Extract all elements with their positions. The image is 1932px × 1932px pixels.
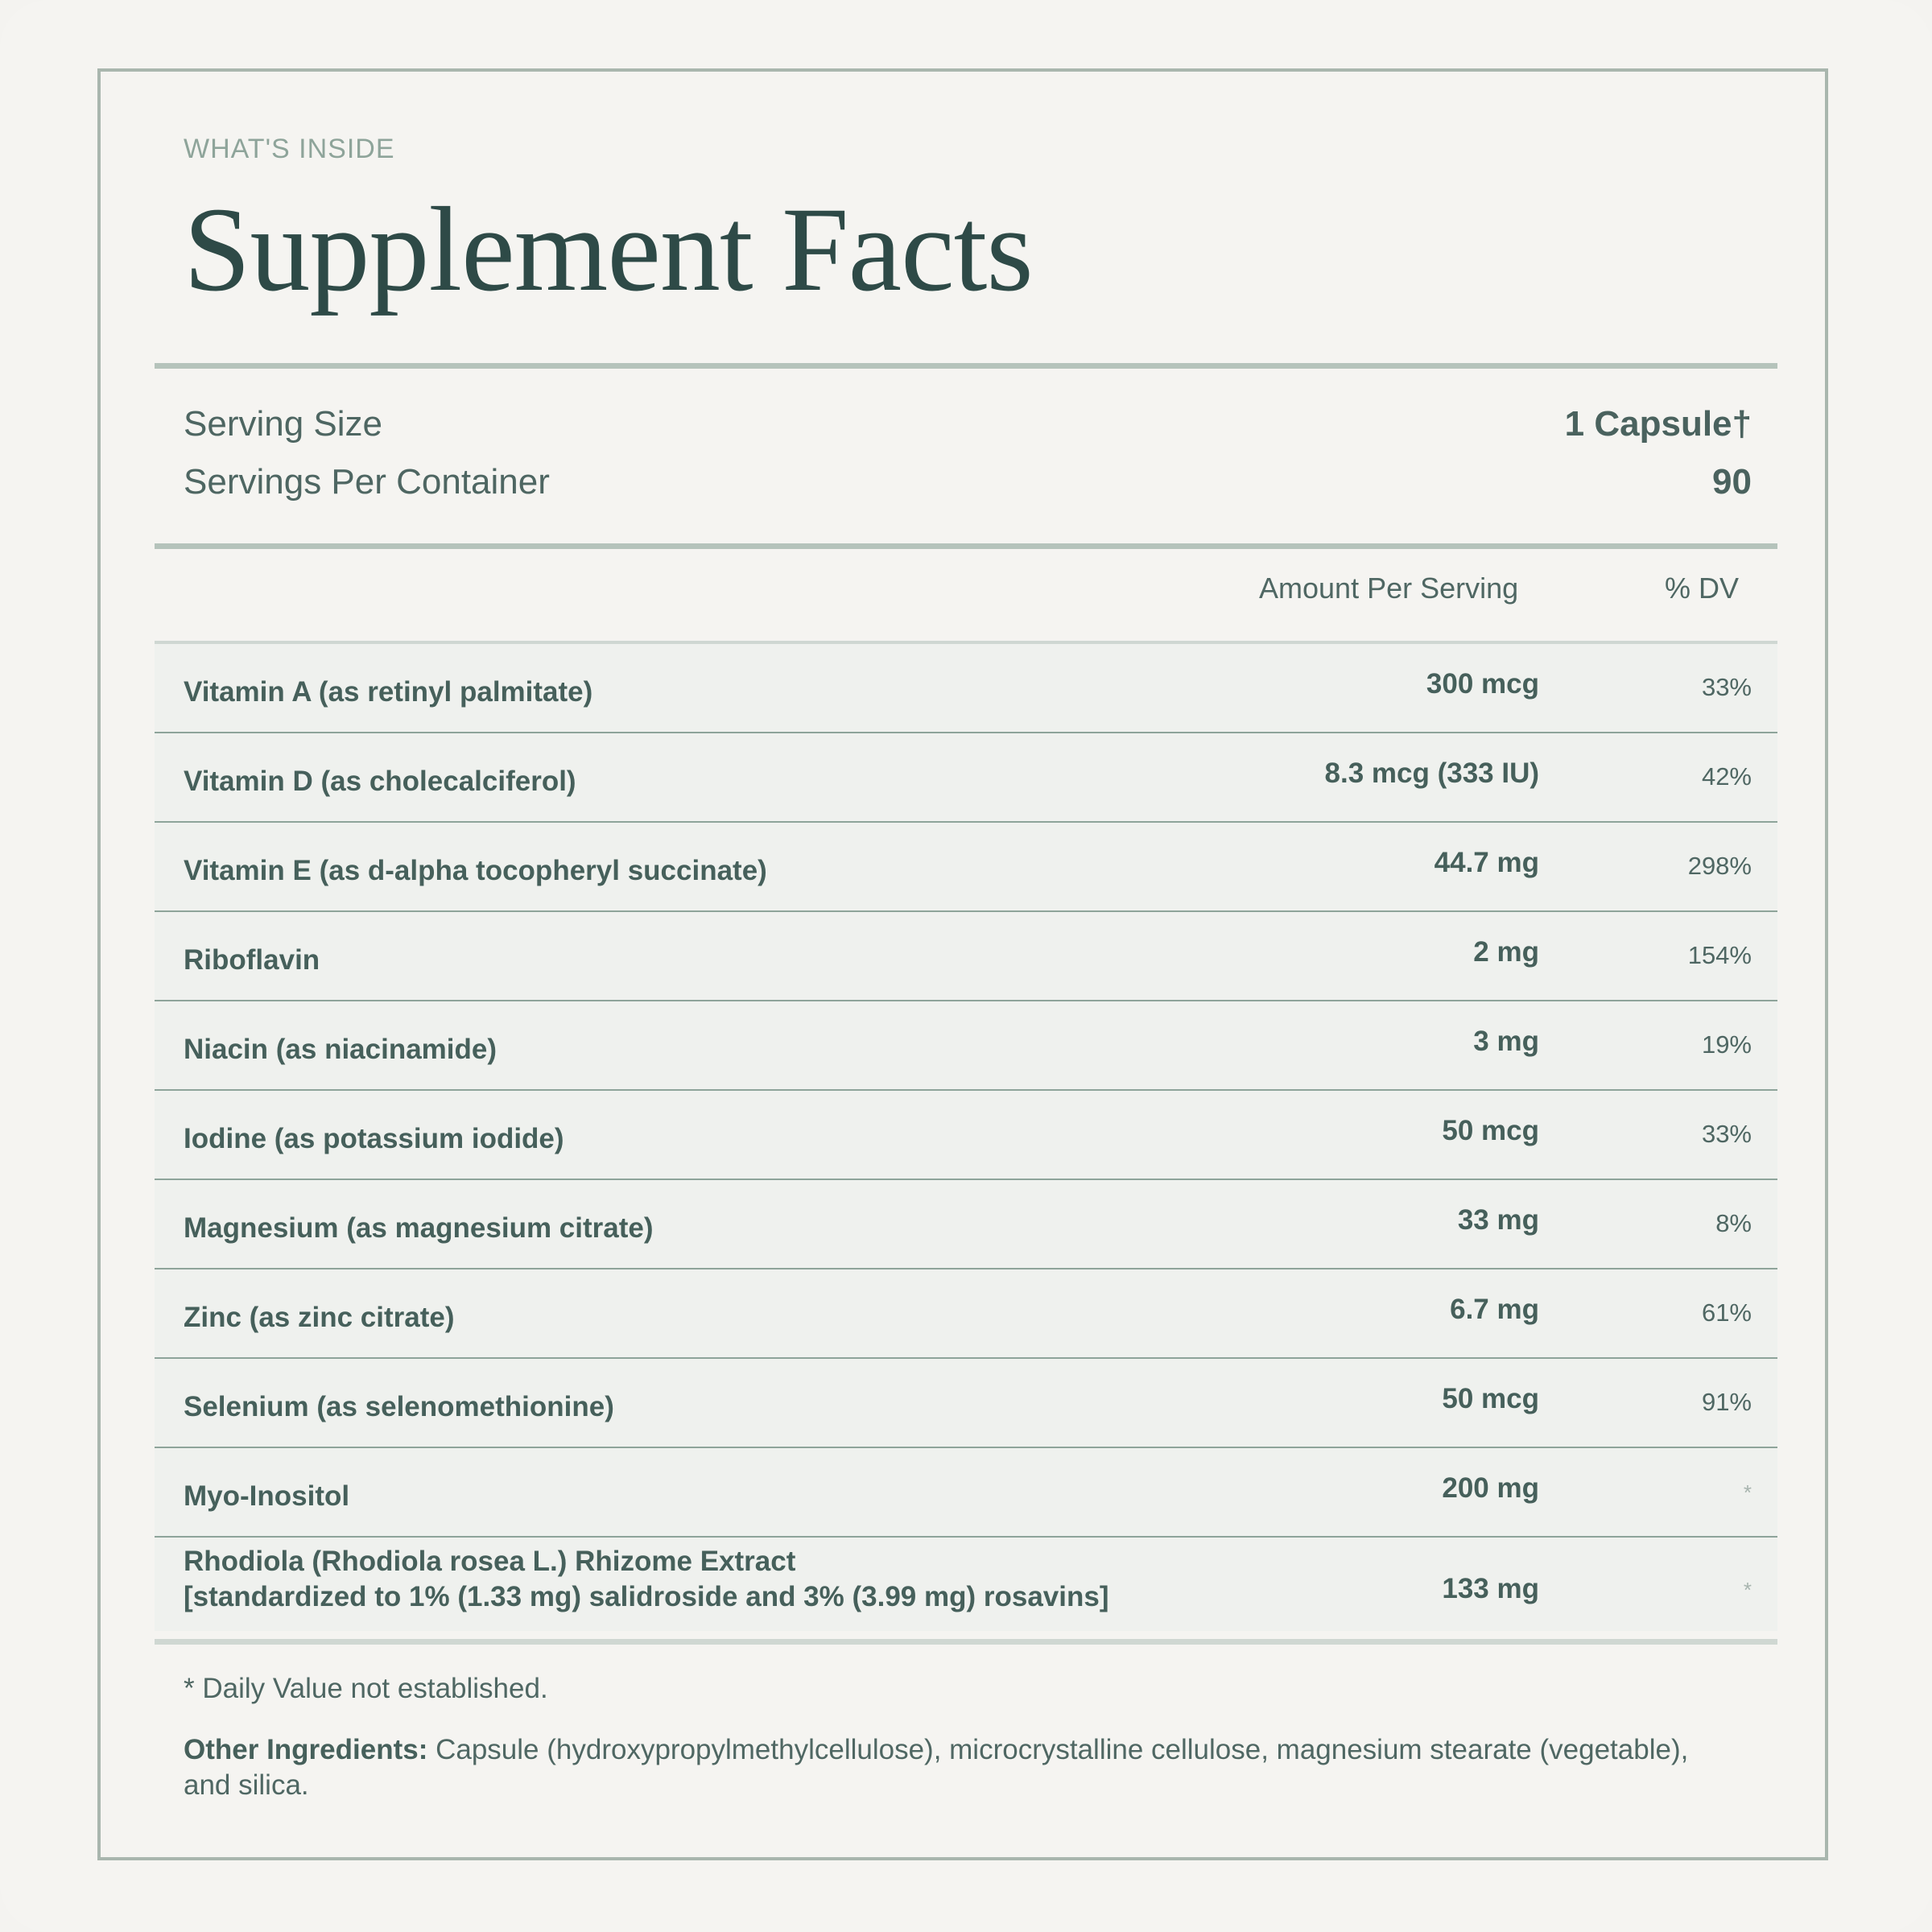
footnote: * Daily Value not established. [184, 1673, 548, 1704]
serving-size-label: Serving Size [184, 404, 383, 444]
serving-size-value: 1 Capsule† [1564, 404, 1752, 444]
nutrient-amount: 33 mg [1457, 1204, 1539, 1236]
divider [155, 543, 1777, 549]
nutrient-name-line: Rhodiola (Rhodiola rosea L.) Rhizome Ext… [184, 1546, 796, 1577]
nutrient-dv: 154% [1687, 941, 1752, 969]
nutrient-name: Niacin (as niacinamide) [184, 1032, 497, 1067]
nutrient-name-line: Vitamin D (as cholecalciferol) [184, 766, 576, 797]
nutrient-amount: 2 mg [1473, 936, 1539, 968]
nutrient-name-line: Riboflavin [184, 944, 320, 976]
serving-size-row: Serving Size 1 Capsule† [184, 404, 1752, 444]
table-row: Magnesium (as magnesium citrate) 33 mg 8% [155, 1180, 1777, 1269]
table-row: Selenium (as selenomethionine) 50 mcg 91% [155, 1359, 1777, 1448]
dv-column-header: % DV [1665, 572, 1740, 605]
nutrient-dv: 42% [1701, 762, 1752, 791]
servings-per-container-label: Servings Per Container [184, 462, 550, 502]
page-title: Supplement Facts [184, 183, 1034, 316]
nutrient-name-line: Vitamin E (as d-alpha tocopheryl succina… [184, 855, 767, 886]
nutrient-name: Zinc (as zinc citrate) [184, 1300, 454, 1335]
nutrient-amount: 200 mg [1442, 1472, 1539, 1504]
other-ingredients: Other Ingredients: Capsule (hydroxypropy… [184, 1732, 1713, 1803]
nutrient-dv: 19% [1701, 1030, 1752, 1059]
nutrient-name: Iodine (as potassium iodide) [184, 1121, 564, 1157]
other-ingredients-label: Other Ingredients: [184, 1734, 428, 1765]
nutrient-name-line: Magnesium (as magnesium citrate) [184, 1212, 654, 1244]
nutrient-name: Vitamin E (as d-alpha tocopheryl succina… [184, 853, 767, 889]
table-row: Myo-Inositol 200 mg * [155, 1448, 1777, 1538]
servings-per-container-value: 90 [1712, 462, 1752, 502]
eyebrow-label: WHAT'S INSIDE [184, 134, 395, 164]
nutrient-dv: 8% [1715, 1209, 1752, 1237]
table-row: Niacin (as niacinamide) 3 mg 19% [155, 1001, 1777, 1091]
nutrient-name-line: [standardized to 1% (1.33 mg) salidrosid… [184, 1581, 1109, 1612]
table-bottom-divider [155, 1639, 1777, 1645]
nutrient-amount: 133 mg [1442, 1573, 1539, 1604]
nutrient-dv: 298% [1687, 852, 1752, 880]
nutrient-name: Myo-Inositol [184, 1479, 349, 1514]
nutrient-name: Selenium (as selenomethionine) [184, 1389, 614, 1425]
nutrient-name: Vitamin A (as retinyl palmitate) [184, 675, 592, 710]
servings-per-container-row: Servings Per Container 90 [184, 462, 1752, 502]
label-frame [97, 68, 1828, 1860]
nutrient-name: Vitamin D (as cholecalciferol) [184, 764, 576, 799]
nutrient-dv: 91% [1701, 1388, 1752, 1416]
nutrient-amount: 50 mcg [1442, 1115, 1539, 1146]
nutrient-amount: 300 mcg [1426, 668, 1539, 700]
table-row: Vitamin A (as retinyl palmitate) 300 mcg 3… [155, 644, 1777, 733]
nutrient-name-line: Selenium (as selenomethionine) [184, 1391, 614, 1422]
nutrient-name-line: Iodine (as potassium iodide) [184, 1123, 564, 1154]
amount-column-header: Amount Per Serving [1259, 572, 1519, 605]
nutrient-name-line: Myo-Inositol [184, 1480, 350, 1512]
nutrient-name-line: Niacin (as niacinamide) [184, 1034, 497, 1065]
nutrient-name: Riboflavin [184, 943, 320, 978]
nutrient-table: Vitamin A (as retinyl palmitate) 300 mcg 3… [155, 644, 1777, 1631]
table-row: Rhodiola (Rhodiola rosea L.) Rhizome Ext… [155, 1538, 1777, 1631]
nutrient-dv: * [1743, 1578, 1752, 1602]
nutrient-amount: 8.3 mcg (333 IU) [1324, 758, 1540, 789]
nutrient-amount: 50 mcg [1442, 1383, 1539, 1414]
table-row: Zinc (as zinc citrate) 6.7 mg 61% [155, 1269, 1777, 1359]
nutrient-dv: 33% [1701, 673, 1752, 701]
table-top-divider [155, 641, 1777, 646]
nutrient-amount: 3 mg [1473, 1026, 1539, 1057]
nutrient-amount: 44.7 mg [1434, 847, 1539, 878]
other-ingredients-text: Capsule (hydroxypropylmethylcellulose), … [184, 1734, 1689, 1801]
nutrient-dv: 61% [1701, 1298, 1752, 1327]
nutrient-name-line: Zinc (as zinc citrate) [184, 1302, 455, 1333]
table-row: Riboflavin 2 mg 154% [155, 912, 1777, 1001]
nutrient-dv: 33% [1701, 1120, 1752, 1148]
nutrient-amount: 6.7 mg [1450, 1294, 1539, 1325]
table-row: Iodine (as potassium iodide) 50 mcg 33% [155, 1091, 1777, 1180]
table-row: Vitamin E (as d-alpha tocopheryl succina… [155, 823, 1777, 912]
divider [155, 363, 1777, 369]
nutrient-name: Magnesium (as magnesium citrate) [184, 1211, 654, 1246]
nutrient-name: Rhodiola (Rhodiola rosea L.) Rhizome Ext… [184, 1544, 1108, 1615]
nutrient-name-line: Vitamin A (as retinyl palmitate) [184, 676, 593, 708]
table-row: Vitamin D (as cholecalciferol) 8.3 mcg (3… [155, 733, 1777, 823]
nutrient-dv: * [1743, 1480, 1752, 1505]
